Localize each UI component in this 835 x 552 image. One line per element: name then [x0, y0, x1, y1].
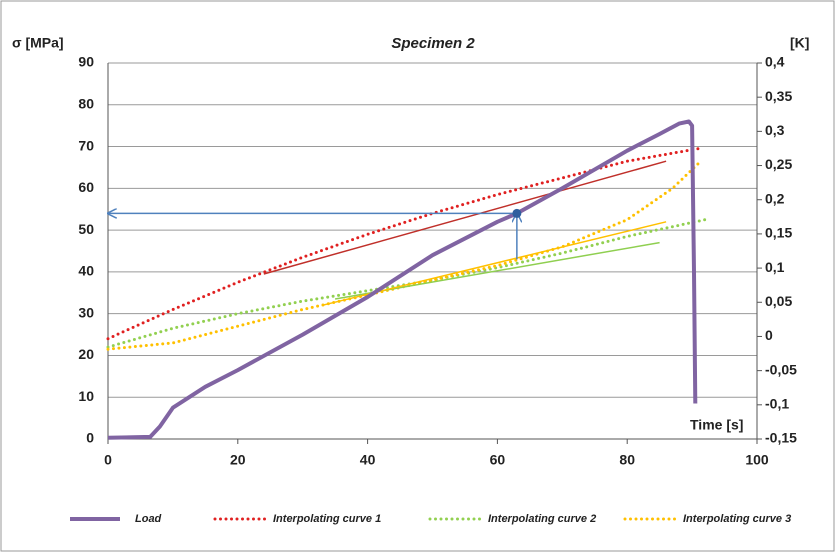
x-tick-label: 20 [230, 452, 246, 468]
y2-tick-label: 0 [765, 327, 773, 343]
marker-point [512, 208, 522, 218]
x-tick-label: 60 [490, 452, 506, 468]
y2-tick-label: 0,05 [765, 293, 792, 309]
y2-tick-label: 0,2 [765, 190, 785, 206]
x-axis-label: Time [s] [690, 417, 743, 433]
legend-label: Interpolating curve 3 [683, 513, 791, 525]
y-tick-label: 70 [78, 137, 94, 153]
x-tick-label: 80 [619, 452, 635, 468]
y-axis-label: σ [MPa] [12, 35, 64, 51]
y-tick-label: 30 [78, 304, 94, 320]
series-line [106, 161, 701, 351]
y-tick-label: 60 [78, 179, 94, 195]
y-tick-label: 20 [78, 346, 94, 362]
y2-tick-label: 0,15 [765, 225, 792, 241]
y-tick-label: 50 [78, 221, 94, 237]
y-tick-label: 90 [78, 54, 94, 70]
y2-tick-label: 0,25 [765, 156, 792, 172]
y2-tick-label: 0,35 [765, 88, 792, 104]
legend-label: Load [135, 513, 162, 525]
legend-label: Interpolating curve 1 [273, 513, 381, 525]
y-tick-label: 40 [78, 263, 94, 279]
y2-tick-label: -0,15 [765, 430, 797, 446]
y2-axis-label: [K] [790, 35, 809, 51]
y2-tick-label: 0,3 [765, 122, 785, 138]
x-tick-label: 100 [745, 452, 769, 468]
y2-tick-label: 0,4 [765, 54, 785, 70]
legend-label: Interpolating curve 2 [488, 513, 596, 525]
x-tick-label: 40 [360, 452, 376, 468]
y2-tick-label: -0,05 [765, 361, 797, 377]
y-tick-label: 10 [78, 388, 94, 404]
series-line [263, 160, 667, 275]
y2-tick-label: 0,1 [765, 259, 785, 275]
y-tick-label: 80 [78, 95, 94, 111]
x-tick-label: 0 [104, 452, 112, 468]
y2-tick-label: -0,1 [765, 396, 789, 412]
y-tick-label: 0 [86, 430, 94, 446]
chart-title: Specimen 2 [391, 35, 475, 52]
series-line [107, 119, 698, 440]
